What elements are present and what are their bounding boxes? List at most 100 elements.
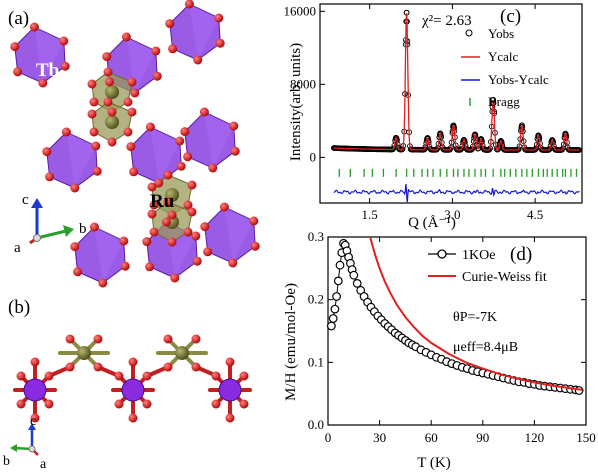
- data-point: [332, 292, 341, 301]
- tb-atom: [121, 378, 145, 402]
- d-ytick-label: 0.2: [308, 292, 324, 307]
- oxygen-atom: [128, 413, 138, 423]
- oxygen-atom: [191, 231, 201, 241]
- oxygen-atom: [239, 371, 249, 381]
- panel-c: 1.5 3.0 4.5 0 8000 16000 Yobs Ycalc Yobs-Ycal…: [270, 0, 598, 232]
- oxygen-atom: [193, 55, 203, 65]
- legend-bragg: Bragg: [488, 94, 520, 109]
- oxygen-atom: [42, 147, 52, 157]
- oxygen-atom: [30, 357, 40, 367]
- oxygen-atom: [70, 183, 80, 193]
- oxygen-atom: [175, 136, 185, 146]
- oxygen-atom: [191, 362, 201, 372]
- oxygen-atom: [163, 170, 173, 180]
- oxygen-atom: [107, 137, 117, 147]
- tb-facet: [204, 112, 234, 168]
- tb-facet: [224, 207, 254, 263]
- panel-a-label: (a): [8, 8, 30, 29]
- difference-curve: [333, 184, 580, 203]
- oxygen-atom: [149, 200, 159, 210]
- axis-b-label: b: [79, 221, 87, 237]
- d-xtick-label: 150: [576, 430, 596, 445]
- data-point: [352, 279, 362, 288]
- oxygen-atom: [183, 152, 193, 162]
- oxygen-atom: [121, 32, 131, 42]
- oxygen-atom: [105, 77, 115, 87]
- oxygen-atom: [142, 237, 152, 247]
- oxygen-atom: [170, 273, 180, 283]
- oxygen-atom: [87, 79, 97, 89]
- oxygen-atom: [151, 46, 161, 56]
- oxygen-atom: [183, 200, 193, 210]
- oxygen-atom: [114, 399, 124, 409]
- oxygen-atom: [70, 242, 80, 252]
- oxygen-atom: [120, 261, 130, 271]
- oxygen-atom: [93, 334, 103, 344]
- oxygen-atom: [10, 42, 20, 52]
- d-xlabel: T (K): [417, 455, 450, 471]
- obs-point: [469, 146, 475, 152]
- legend-calc: Ycalc: [488, 49, 519, 64]
- oxygen-atom: [145, 262, 155, 272]
- oxygen-atom: [145, 122, 155, 132]
- oxygen-atom: [65, 362, 75, 372]
- chi2-annotation: χ²= 2.63: [421, 13, 472, 29]
- oxygen-atom: [214, 13, 224, 23]
- panel-a-structure: c b a Tb Ru: [10, 0, 260, 288]
- oxygen-atom: [38, 78, 48, 88]
- oxygen-atom: [87, 109, 97, 119]
- oxygen-atom: [211, 371, 221, 381]
- oxygen-atom: [167, 237, 177, 247]
- panel-b: c b a (b): [0, 295, 300, 474]
- oxygen-atom: [60, 61, 70, 71]
- oxygen-atom: [130, 88, 140, 98]
- d-ytick-label: 0.1: [308, 354, 324, 369]
- d-tick-labels: 0 30 60 90 120 150 0.0 0.1 0.2 0.3: [308, 229, 596, 445]
- c-xtick-label: 1.5: [362, 207, 378, 222]
- c-xtick-label: 3.0: [444, 207, 460, 222]
- d-axes: [327, 236, 587, 426]
- d-ytick-label: 0.3: [308, 232, 324, 244]
- c-xtick-label: 4.5: [527, 207, 543, 222]
- data-point: [333, 276, 343, 286]
- axis-b-label-b: b: [3, 454, 10, 469]
- oxygen-atom: [61, 127, 71, 137]
- axes-triad-a: [29, 198, 74, 245]
- oxygen-atom: [191, 334, 201, 344]
- oxygen-atom: [93, 362, 103, 372]
- oxygen-atom: [187, 207, 197, 217]
- d-xtick-label: 0: [325, 430, 332, 445]
- d-ytick-label: 0.0: [308, 417, 324, 432]
- oxygen-atom: [98, 278, 108, 288]
- legend-data: 1KOe: [462, 248, 495, 263]
- oxygen-atom: [13, 67, 23, 77]
- oxygen-atom: [228, 258, 238, 268]
- oxygen-atom: [161, 217, 171, 227]
- d-xtick-label: 30: [373, 430, 386, 445]
- oxygen-atom: [163, 197, 173, 207]
- tb-atom: [218, 378, 242, 402]
- oxygen-atom: [187, 180, 197, 190]
- tb-facet: [66, 132, 96, 188]
- oxygen-atom: [219, 202, 229, 212]
- legend-fit: Curie-Weiss fit: [462, 270, 547, 285]
- tb-facet: [150, 127, 180, 183]
- oxygen-atom: [119, 236, 129, 246]
- data-point: [349, 270, 359, 280]
- ru-label: Ru: [150, 191, 175, 212]
- d-xtick-label: 120: [525, 430, 545, 445]
- chain-structure: [13, 334, 252, 423]
- oxygen-atom: [208, 163, 218, 173]
- mu-annotation: μeff=8.4μB: [453, 340, 518, 355]
- legend-d: [428, 249, 456, 277]
- obs-point: [515, 146, 522, 153]
- oxygen-atom: [211, 399, 221, 409]
- oxygen-atom: [128, 357, 138, 367]
- oxygen-atom: [91, 141, 101, 151]
- tb-atom: [23, 378, 47, 402]
- oxygen-atom: [73, 267, 83, 277]
- oxygen-atom: [92, 166, 102, 176]
- oxygen-atom: [249, 216, 259, 226]
- oxygen-atom: [89, 97, 99, 107]
- tb-facet: [189, 4, 219, 60]
